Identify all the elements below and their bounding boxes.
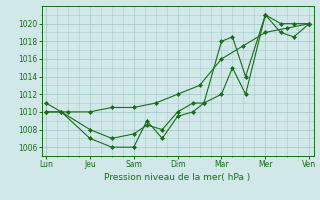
X-axis label: Pression niveau de la mer( hPa ): Pression niveau de la mer( hPa ) bbox=[104, 173, 251, 182]
